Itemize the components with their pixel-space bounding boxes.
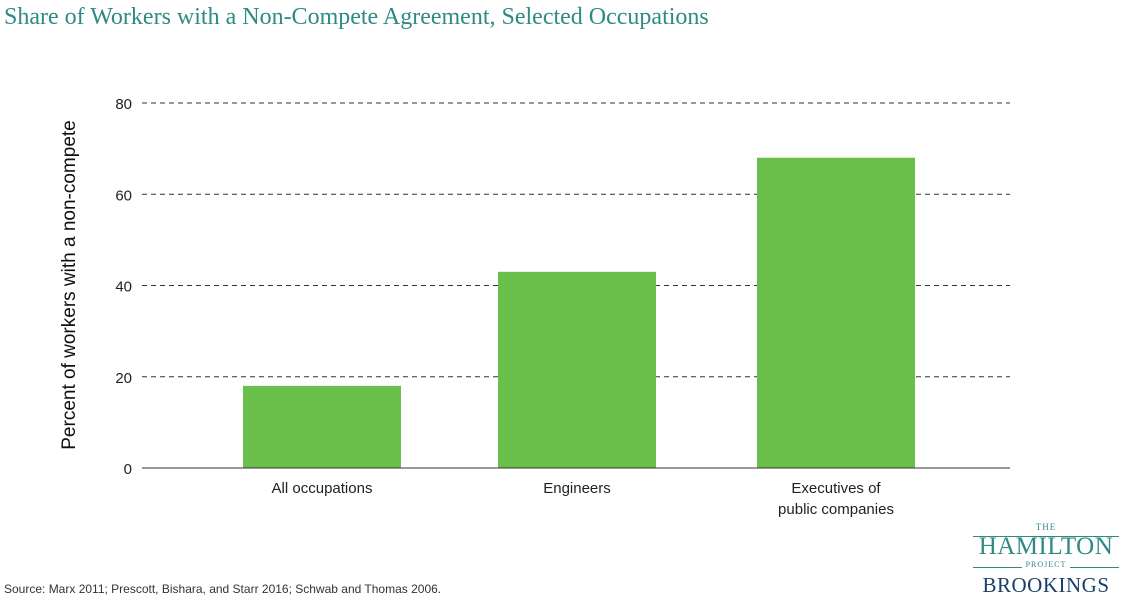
y-tick-label: 40 [115,279,132,296]
source-note: Source: Marx 2011; Prescott, Bishara, an… [4,582,442,596]
y-tick-label: 60 [115,187,132,204]
bar [757,157,915,468]
logo-hamilton: HAMILTON [978,533,1114,560]
bar [243,385,401,468]
logo-the: THE [968,522,1124,532]
bars [243,157,915,468]
x-tick-label: All occupations [272,480,373,497]
logo-brookings: BROOKINGS [982,573,1110,597]
logo-project: PROJECT [968,560,1124,569]
bar [498,271,656,468]
x-tick-label: Executives of public companies [778,480,894,518]
y-tick-label: 0 [124,461,132,478]
y-tick-label: 80 [115,96,132,113]
y-tick-label: 20 [115,370,132,387]
x-tick-label: Engineers [543,480,611,497]
hamilton-brookings-logo: THE HAMILTON PROJECT BROOKINGS [968,520,1128,597]
y-axis-label: Percent of workers with a non-compete [59,120,80,450]
axes: 0 20 40 60 80 All occupations Engineers Executi… [115,96,1010,518]
chart-title: Share of Workers with a Non-Compete Agre… [4,4,709,30]
